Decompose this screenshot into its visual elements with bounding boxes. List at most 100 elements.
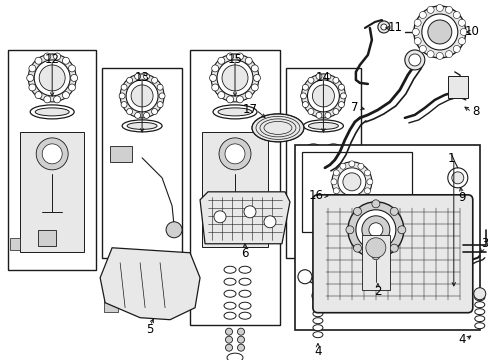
Circle shape [226, 96, 233, 103]
Text: 4: 4 [457, 333, 465, 346]
Circle shape [157, 102, 163, 108]
Circle shape [345, 226, 353, 234]
Circle shape [251, 65, 258, 72]
Circle shape [332, 108, 338, 114]
Circle shape [337, 168, 365, 196]
Text: 2: 2 [373, 285, 381, 298]
Ellipse shape [326, 160, 340, 168]
Circle shape [419, 12, 426, 18]
Circle shape [339, 194, 345, 201]
Circle shape [330, 179, 336, 185]
Circle shape [368, 223, 382, 237]
Circle shape [143, 112, 149, 118]
Circle shape [244, 57, 252, 64]
Circle shape [377, 21, 389, 33]
Ellipse shape [218, 108, 251, 116]
Bar [38, 230, 56, 246]
Text: 4: 4 [313, 345, 321, 358]
Ellipse shape [312, 297, 322, 303]
Circle shape [333, 170, 339, 176]
Circle shape [34, 60, 70, 96]
Circle shape [211, 65, 218, 72]
Circle shape [68, 84, 75, 91]
Ellipse shape [239, 278, 250, 285]
Circle shape [35, 91, 42, 99]
Circle shape [442, 264, 456, 278]
Ellipse shape [239, 290, 250, 297]
Text: 10: 10 [464, 26, 478, 39]
Circle shape [371, 252, 379, 260]
Circle shape [126, 77, 132, 83]
Circle shape [380, 24, 386, 30]
Ellipse shape [306, 160, 320, 168]
Circle shape [451, 172, 463, 184]
Bar [8, 50, 96, 270]
Ellipse shape [35, 108, 69, 116]
Circle shape [338, 84, 344, 90]
Text: 8: 8 [471, 105, 479, 118]
Circle shape [131, 85, 153, 107]
Circle shape [366, 179, 372, 185]
Circle shape [452, 45, 459, 53]
Ellipse shape [326, 208, 340, 216]
Circle shape [339, 163, 345, 169]
Ellipse shape [213, 105, 257, 119]
Bar [102, 68, 182, 258]
Circle shape [338, 102, 344, 108]
Circle shape [404, 50, 424, 70]
Circle shape [307, 108, 313, 114]
Circle shape [42, 144, 62, 164]
Circle shape [458, 19, 465, 26]
Circle shape [166, 222, 182, 238]
Circle shape [214, 211, 225, 223]
Circle shape [68, 65, 75, 72]
Circle shape [435, 4, 443, 12]
Ellipse shape [224, 302, 236, 309]
Text: 7: 7 [350, 102, 358, 114]
Ellipse shape [474, 323, 484, 329]
Circle shape [435, 53, 443, 59]
Circle shape [219, 138, 250, 170]
Circle shape [244, 206, 255, 218]
Polygon shape [200, 192, 289, 244]
Ellipse shape [312, 311, 322, 317]
Circle shape [253, 75, 260, 81]
Circle shape [151, 77, 157, 83]
Ellipse shape [306, 192, 320, 200]
Bar [190, 50, 280, 325]
Circle shape [217, 91, 224, 99]
Circle shape [371, 200, 379, 208]
Ellipse shape [474, 309, 484, 315]
Circle shape [315, 73, 321, 80]
Circle shape [348, 197, 354, 203]
Circle shape [307, 77, 313, 83]
Circle shape [357, 163, 363, 169]
Circle shape [225, 328, 232, 335]
Circle shape [121, 102, 127, 108]
Circle shape [302, 102, 308, 108]
Circle shape [333, 188, 339, 194]
Text: 11: 11 [386, 22, 402, 35]
Bar [104, 300, 118, 312]
Circle shape [217, 57, 224, 64]
Circle shape [347, 202, 403, 258]
Circle shape [332, 77, 338, 83]
Ellipse shape [122, 120, 162, 132]
Polygon shape [100, 248, 200, 320]
Bar [221, 225, 239, 241]
Circle shape [364, 170, 370, 176]
Circle shape [126, 80, 158, 112]
Circle shape [340, 93, 346, 99]
Circle shape [226, 53, 233, 60]
Ellipse shape [306, 176, 320, 184]
Circle shape [225, 336, 232, 343]
Circle shape [236, 53, 243, 60]
Circle shape [44, 53, 51, 60]
Circle shape [54, 53, 61, 60]
Ellipse shape [306, 144, 320, 152]
Circle shape [447, 168, 467, 188]
Text: 12: 12 [44, 53, 60, 67]
Ellipse shape [224, 290, 236, 297]
Ellipse shape [474, 302, 484, 308]
Circle shape [27, 75, 34, 81]
